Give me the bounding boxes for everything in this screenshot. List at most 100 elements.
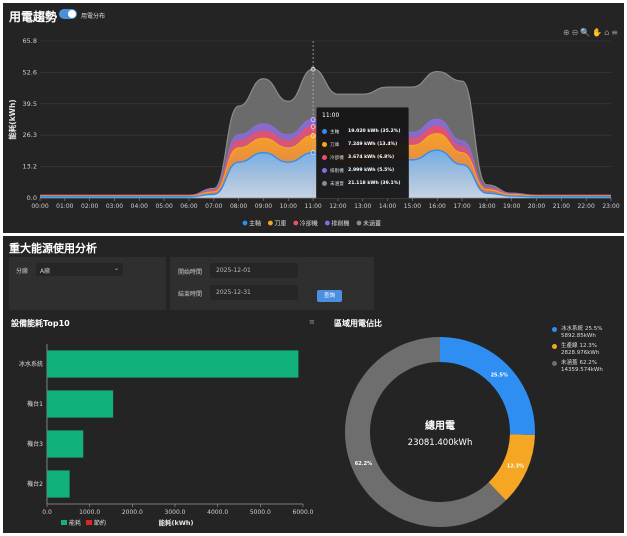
analysis-title: 重大能源使用分析 bbox=[9, 242, 97, 255]
y-tick-label: 0.0 bbox=[27, 194, 37, 202]
legend-dot bbox=[293, 220, 299, 226]
x-tick-label: 23:00 bbox=[602, 203, 619, 210]
x-tick-label: 20:00 bbox=[528, 203, 545, 210]
chart-toolbar[interactable]: ⊕⊖🔍✋⌂≡ bbox=[562, 28, 620, 37]
tooltip-row: 排削機 2.999 kWh (5.5%) bbox=[322, 164, 403, 177]
legend-dot bbox=[552, 327, 557, 332]
x-tick-label: 3000.0 bbox=[165, 509, 186, 516]
y-axis-label: 能耗(kWh) bbox=[7, 99, 17, 139]
start-time-label: 開始時間 bbox=[178, 269, 203, 276]
x-tick-label: 4000.0 bbox=[207, 509, 228, 516]
x-tick-label: 07:00 bbox=[205, 203, 222, 210]
tooltip-dot bbox=[322, 142, 327, 147]
tooltip-value: 21.118 kWh (39.1%) bbox=[348, 181, 401, 186]
analysis-panel: 重大能源使用分析 分廠 A廠 ⌄ 開始時間 2025-12-01 結束時間 20… bbox=[3, 236, 624, 533]
top10-title: 設備能耗Top10 bbox=[11, 319, 70, 328]
category-label: 機台3 bbox=[27, 440, 43, 448]
legend-label-節約: 節約 bbox=[94, 519, 106, 527]
area-select[interactable]: A廠 ⌄ bbox=[36, 263, 123, 276]
y-tick-label: 65.8 bbox=[23, 37, 37, 45]
trend-chart[interactable]: 0.0 13.2 26.3 39.5 52.6 65.8 能耗(kWh) 00:00 01:00… bbox=[3, 3, 624, 233]
tooltip-dot bbox=[322, 155, 327, 160]
x-axis-label: 能耗(kWh) bbox=[158, 518, 193, 527]
x-tick-label: 1000.0 bbox=[79, 509, 100, 516]
toggle-knob bbox=[68, 10, 76, 18]
legend-name: 未涵蓋 bbox=[561, 360, 578, 366]
tooltip-series-name: 未涵蓋 bbox=[330, 181, 344, 187]
y-tick-label: 26.3 bbox=[23, 131, 37, 139]
area-label: 分廠 bbox=[16, 268, 29, 275]
x-tick-label: 04:00 bbox=[131, 203, 148, 210]
trend-panel: 用電趨勢 用電分布 ⊕⊖🔍✋⌂≡ 0.0 13.2 26.3 39.5 52.6 65.8… bbox=[3, 3, 624, 233]
bar-冰水系統 bbox=[47, 350, 299, 378]
tooltip-series-name: 主軸 bbox=[330, 129, 340, 135]
hover-point bbox=[310, 124, 316, 129]
y-tick-label: 39.5 bbox=[23, 100, 37, 108]
legend-dot bbox=[552, 361, 557, 366]
tooltip-row: 冷卻機 3.674 kWh (6.8%) bbox=[322, 151, 403, 164]
bar-機台1 bbox=[47, 390, 114, 418]
x-tick-label: 12:00 bbox=[329, 203, 346, 210]
legend-value: 5892.85kWh bbox=[561, 333, 596, 339]
end-time-input[interactable]: 2025-12-31 bbox=[210, 285, 298, 300]
legend-percent: 62.2% bbox=[579, 360, 597, 366]
hover-point bbox=[310, 133, 316, 138]
end-time-label: 結束時間 bbox=[178, 291, 203, 298]
x-tick-label: 01:00 bbox=[56, 203, 73, 210]
legend-item-production[interactable]: 生產線 12.3% 2828.976kWh bbox=[552, 343, 622, 357]
tooltip-value: 3.674 kWh (6.8%) bbox=[348, 155, 395, 160]
x-tick-label: 09:00 bbox=[255, 203, 272, 210]
legend-item-chiller[interactable]: 冰水系統 25.5% 5892.85kWh bbox=[552, 326, 622, 340]
x-tick-label: 16:00 bbox=[429, 203, 446, 210]
category-label: 冰水系統 bbox=[19, 360, 43, 368]
tooltip-series-name: 排削機 bbox=[330, 168, 344, 174]
x-tick-label: 15:00 bbox=[404, 203, 421, 210]
hover-point bbox=[310, 117, 316, 122]
chart-tooltip: 11:00 主軸 19.020 kWh (35.2%) 刀庫 7.249 kWh (… bbox=[316, 107, 409, 199]
tooltip-dot bbox=[322, 129, 327, 134]
x-tick-label: 03:00 bbox=[106, 203, 123, 210]
legend-item-uncovered[interactable]: 未涵蓋 62.2% 14359.574kWh bbox=[552, 360, 622, 374]
legend-label-未涵蓋: 未涵蓋 bbox=[363, 220, 381, 228]
x-tick-label: 14:00 bbox=[379, 203, 396, 210]
y-tick-label: 13.2 bbox=[23, 163, 37, 171]
start-time-input[interactable]: 2025-12-01 bbox=[210, 263, 298, 278]
donut-legend: 冰水系統 25.5% 5892.85kWh 生產線 12.3% 2828.976kW… bbox=[552, 326, 622, 377]
y-tick-label: 52.6 bbox=[23, 68, 37, 76]
trend-title: 用電趨勢 bbox=[9, 10, 58, 24]
legend-value: 14359.574kWh bbox=[561, 367, 603, 373]
area-filter: 分廠 A廠 ⌄ bbox=[9, 257, 166, 310]
distribution-toggle[interactable] bbox=[59, 9, 77, 19]
x-tick-label: 21:00 bbox=[553, 203, 570, 210]
x-tick-label: 00:00 bbox=[31, 203, 48, 210]
legend-percent: 25.5% bbox=[585, 326, 603, 332]
x-tick-label: 02:00 bbox=[81, 203, 98, 210]
legend-swatch bbox=[86, 520, 92, 525]
legend-dot bbox=[356, 220, 362, 226]
hover-point bbox=[310, 66, 316, 72]
x-tick-label: 0.0 bbox=[42, 509, 52, 516]
x-tick-label: 17:00 bbox=[453, 203, 470, 210]
tooltip-series-name: 刀庫 bbox=[330, 142, 340, 148]
chevron-down-icon: ⌄ bbox=[113, 265, 119, 272]
x-tick-label: 19:00 bbox=[503, 203, 520, 210]
tooltip-value: 7.249 kWh (13.4%) bbox=[348, 142, 398, 147]
legend-name: 冰水系統 bbox=[561, 326, 584, 332]
legend-label-排削機: 排削機 bbox=[331, 220, 349, 228]
legend-label-主軸: 主軸 bbox=[249, 220, 261, 228]
query-button[interactable]: 查詢 bbox=[317, 290, 342, 302]
x-tick-label: 6000.0 bbox=[293, 509, 314, 516]
date-filter: 開始時間 2025-12-01 結束時間 2025-12-31 查詢 bbox=[170, 257, 374, 310]
x-tick-label: 10:00 bbox=[280, 203, 297, 210]
legend-swatch bbox=[61, 520, 67, 525]
x-tick-label: 06:00 bbox=[180, 203, 197, 210]
legend-value: 2828.976kWh bbox=[561, 350, 600, 356]
menu-icon[interactable]: ≡ bbox=[309, 318, 315, 326]
x-tick-label: 5000.0 bbox=[250, 509, 271, 516]
legend-name: 生產線 bbox=[561, 343, 578, 349]
bar-機台2 bbox=[47, 470, 70, 498]
legend-dot bbox=[325, 220, 330, 226]
x-tick-label: 05:00 bbox=[155, 203, 172, 210]
area-select-value: A廠 bbox=[40, 268, 51, 275]
